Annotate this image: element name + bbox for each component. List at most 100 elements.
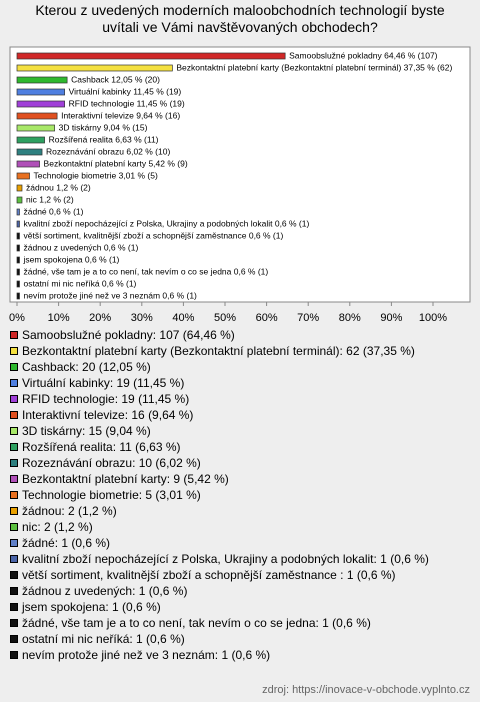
legend: Samoobslužné pokladny: 107 (64,46 %) Bezk… xyxy=(10,327,468,663)
bar-label: Virtuální kabinky 11,45 % (19) xyxy=(69,86,182,96)
legend-item: žádné, vše tam je a to co není, tak neví… xyxy=(10,615,468,631)
bar-label: Rozeznávání obrazu 6,02 % (10) xyxy=(46,146,170,156)
bar xyxy=(16,76,68,84)
legend-item: Bezkontaktní platební karty (Bezkontaktn… xyxy=(10,343,468,359)
bar-label: žádné, vše tam je a to co není, tak neví… xyxy=(23,266,268,276)
bar xyxy=(16,52,286,60)
legend-item: nic: 2 (1,2 %) xyxy=(10,519,468,535)
bar xyxy=(16,100,65,108)
legend-label: Virtuální kabinky: 19 (11,45 %) xyxy=(22,376,185,390)
legend-label: žádnou z uvedených: 1 (0,6 %) xyxy=(22,584,188,598)
bar-label: nic 1,2 % (2) xyxy=(26,194,74,204)
legend-label: kvalitní zboží nepocházející z Polska, U… xyxy=(22,552,429,566)
legend-swatch xyxy=(10,507,18,515)
legend-item: Samoobslužné pokladny: 107 (64,46 %) xyxy=(10,327,468,343)
bar xyxy=(16,256,20,264)
legend-item: žádné: 1 (0,6 %) xyxy=(10,535,468,551)
chart-title: Kterou z uvedených moderních maloobchodn… xyxy=(35,2,445,35)
bar xyxy=(16,136,45,144)
bar-label: Rozšířená realita 6,63 % (11) xyxy=(49,134,159,144)
bar xyxy=(16,208,20,216)
legend-swatch xyxy=(10,555,18,563)
bar xyxy=(16,292,20,300)
legend-swatch xyxy=(10,539,18,547)
legend-item: jsem spokojena: 1 (0,6 %) xyxy=(10,599,468,615)
x-tick-label: 80% xyxy=(339,312,361,324)
bar-label: větší sortiment, kvalitnější zboží a sch… xyxy=(23,230,283,240)
legend-label: nevím protože jiné než ve 3 neznám: 1 (0… xyxy=(22,648,271,662)
title-box: Kterou z uvedených moderních maloobchodn… xyxy=(35,2,445,35)
legend-swatch xyxy=(10,427,18,435)
legend-item: nevím protože jiné než ve 3 neznám: 1 (0… xyxy=(10,647,468,663)
bar xyxy=(16,280,20,288)
legend-swatch xyxy=(10,571,18,579)
bar xyxy=(16,172,30,180)
x-tick-label: 0% xyxy=(9,312,25,324)
legend-label: Bezkontaktní platební karty: 9 (5,42 %) xyxy=(22,472,229,486)
legend-swatch xyxy=(10,331,18,339)
bar xyxy=(16,88,65,96)
legend-swatch xyxy=(10,475,18,483)
bar-label: Technologie biometrie 3,01 % (5) xyxy=(34,170,158,180)
legend-item: Interaktivní televize: 16 (9,64 %) xyxy=(10,407,468,423)
legend-label: jsem spokojena: 1 (0,6 %) xyxy=(22,600,161,614)
legend-item: Rozšířená realita: 11 (6,63 %) xyxy=(10,439,468,455)
bar xyxy=(16,232,20,240)
bar-label: Interaktivní televize 9,64 % (16) xyxy=(61,110,180,120)
bar-label: Samoobslužné pokladny 64,46 % (107) xyxy=(289,50,438,60)
legend-label: žádnou: 2 (1,2 %) xyxy=(22,504,117,518)
legend-item: Bezkontaktní platební karty: 9 (5,42 %) xyxy=(10,471,468,487)
bar xyxy=(16,160,40,168)
x-tick-label: 60% xyxy=(256,312,278,324)
x-tick-label: 20% xyxy=(89,312,111,324)
bar-label: Cashback 12,05 % (20) xyxy=(71,74,160,84)
bar xyxy=(16,184,23,192)
bar xyxy=(16,268,20,276)
legend-label: 3D tiskárny: 15 (9,04 %) xyxy=(22,424,151,438)
legend-item: kvalitní zboží nepocházející z Polska, U… xyxy=(10,551,468,567)
plot-area xyxy=(9,46,471,303)
legend-swatch xyxy=(10,443,18,451)
legend-item: Rozeznávání obrazu: 10 (6,02 %) xyxy=(10,455,468,471)
bar xyxy=(16,244,20,252)
legend-label: větší sortiment, kvalitnější zboží a sch… xyxy=(22,568,396,582)
legend-item: RFID technologie: 19 (11,45 %) xyxy=(10,391,468,407)
bar-label: kvalitní zboží nepocházející z Polska, U… xyxy=(23,218,309,228)
bar-label: žádnou 1,2 % (2) xyxy=(26,182,91,192)
legend-label: Bezkontaktní platební karty (Bezkontaktn… xyxy=(22,344,415,358)
legend-item: žádnou z uvedených: 1 (0,6 %) xyxy=(10,583,468,599)
bar-label: jsem spokojena 0,6 % (1) xyxy=(22,254,119,264)
legend-label: Technologie biometrie: 5 (3,01 %) xyxy=(22,488,201,502)
legend-swatch xyxy=(10,411,18,419)
legend-swatch xyxy=(10,523,18,531)
legend-swatch xyxy=(10,459,18,467)
legend-swatch xyxy=(10,363,18,371)
legend-swatch xyxy=(10,587,18,595)
bar-label: nevím protože jiné než ve 3 neznám 0,6 %… xyxy=(23,290,197,300)
legend-item: Technologie biometrie: 5 (3,01 %) xyxy=(10,487,468,503)
bar-label: žádnou z uvedených 0,6 % (1) xyxy=(23,242,138,252)
bar-label: RFID technologie 11,45 % (19) xyxy=(69,98,185,108)
legend-swatch xyxy=(10,619,18,627)
bar-label: Bezkontaktní platební karty (Bezkontaktn… xyxy=(176,62,452,72)
bar xyxy=(16,196,23,204)
bar-label: žádné 0,6 % (1) xyxy=(23,206,83,216)
legend-label: Interaktivní televize: 16 (9,64 %) xyxy=(22,408,194,422)
legend-item: ostatní mi nic neříká: 1 (0,6 %) xyxy=(10,631,468,647)
legend-swatch xyxy=(10,603,18,611)
x-tick-label: 10% xyxy=(48,312,70,324)
bar-label: 3D tiskárny 9,04 % (15) xyxy=(59,122,148,132)
bar xyxy=(16,64,173,72)
legend-swatch xyxy=(10,395,18,403)
x-tick-label: 90% xyxy=(380,312,402,324)
legend-label: žádné: 1 (0,6 %) xyxy=(22,536,111,550)
legend-item: 3D tiskárny: 15 (9,04 %) xyxy=(10,423,468,439)
legend-label: RFID technologie: 19 (11,45 %) xyxy=(22,392,190,406)
legend-item: žádnou: 2 (1,2 %) xyxy=(10,503,468,519)
legend-swatch xyxy=(10,491,18,499)
chart: Kterou z uvedených moderních maloobchodn… xyxy=(9,2,471,324)
bar xyxy=(16,112,58,120)
bar-label: Bezkontaktní platební karty 5,42 % (9) xyxy=(44,158,188,168)
legend-swatch xyxy=(10,347,18,355)
legend-swatch xyxy=(10,635,18,643)
